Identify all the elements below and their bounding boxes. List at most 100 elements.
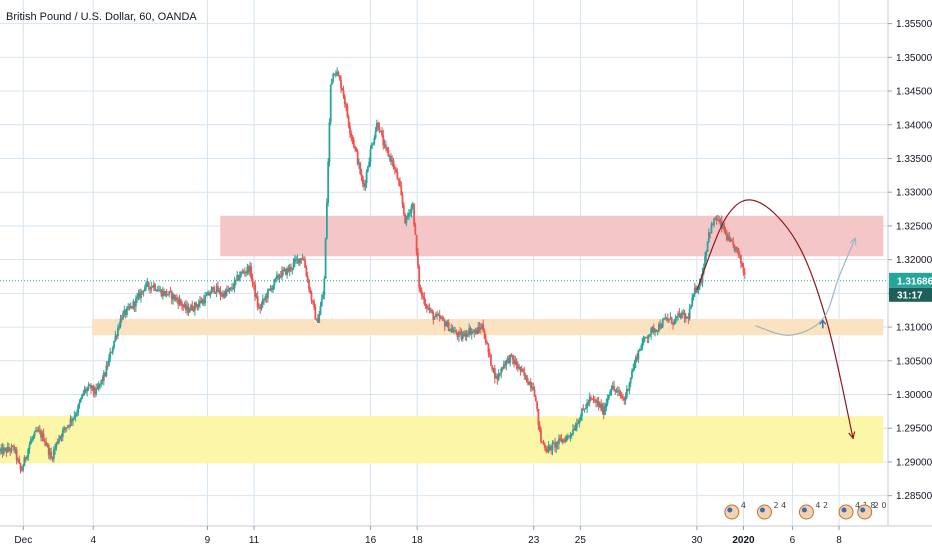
candle-body [651, 327, 654, 329]
candle-body [555, 442, 558, 448]
candle-body [186, 306, 189, 311]
candle-body [590, 397, 592, 399]
candle-body [91, 385, 94, 389]
candle-body [615, 390, 618, 392]
candle-body [155, 289, 158, 292]
event-badge[interactable]: 4 [724, 501, 746, 520]
candle-body [550, 445, 553, 451]
candle-body [616, 390, 619, 392]
candle-body [578, 420, 581, 424]
candle-body [600, 404, 603, 411]
candle-body [497, 373, 500, 380]
candle-body [473, 331, 476, 333]
candle-body [591, 398, 594, 400]
event-badge[interactable]: 4 2 [798, 501, 828, 520]
candle-body [327, 161, 330, 203]
candle-body [560, 439, 563, 443]
candle-body [409, 212, 412, 214]
candle-body [724, 231, 727, 234]
countdown-label: 31:17 [897, 290, 923, 301]
candle-body [201, 299, 204, 304]
y-tick-label: 1.30500 [896, 356, 932, 367]
candle-body [184, 304, 187, 311]
candle-body [546, 450, 549, 453]
candle-body [204, 296, 207, 304]
candle-body [331, 78, 333, 85]
candle-body [419, 287, 422, 291]
candle-body [318, 314, 321, 323]
candle-body [510, 354, 513, 356]
candle-body [69, 418, 72, 426]
candle-body [406, 216, 409, 218]
flag-icon [857, 504, 873, 520]
candle-body [604, 407, 606, 415]
candle-body [13, 446, 16, 451]
candle-body [36, 430, 39, 432]
candle-body [92, 385, 95, 392]
candle-body [256, 296, 259, 308]
candle-body [602, 405, 605, 415]
candle-body [261, 299, 264, 304]
candle-body [222, 292, 224, 297]
candle-body [375, 122, 378, 131]
y-tick-label: 1.28500 [896, 491, 932, 502]
candle-body [146, 282, 149, 284]
candle-body [156, 290, 159, 292]
candle-body [428, 307, 431, 311]
candle-body [295, 259, 298, 261]
candle-body [470, 331, 473, 335]
candle-body [533, 389, 536, 397]
candle-body [677, 313, 680, 317]
candle-body [404, 213, 406, 223]
candle-body [290, 266, 292, 270]
candle-body [173, 294, 176, 300]
candle-body [629, 377, 632, 384]
candle-body [433, 317, 436, 320]
candle-body [243, 272, 246, 274]
candle-body [456, 333, 459, 337]
candle-body [332, 73, 335, 79]
candle-body [706, 241, 709, 252]
candle-body [436, 314, 439, 316]
candle-body [522, 369, 524, 372]
candle-body [356, 151, 359, 164]
candle-body [195, 302, 198, 307]
candle-body [251, 278, 254, 283]
y-tick-label: 1.29000 [896, 457, 932, 468]
candle-body [558, 438, 560, 445]
candle-body [486, 342, 489, 345]
candle-body [309, 289, 312, 293]
candle-body [414, 224, 417, 235]
candle-body [147, 282, 150, 287]
candle-body [614, 389, 617, 392]
candle-body [519, 366, 522, 371]
candle-body [10, 446, 13, 452]
candle-body [272, 285, 274, 291]
candle-body [274, 277, 277, 280]
event-badge[interactable]: 2 0 [857, 501, 887, 520]
flag-icon-detail [860, 507, 866, 513]
candle-body [664, 318, 667, 320]
candle-body [0, 450, 1, 452]
candle-body [234, 279, 237, 281]
y-tick-label: 1.34500 [896, 87, 932, 98]
event-badge[interactable]: 2 4 [756, 501, 786, 520]
candle-body [218, 290, 221, 292]
candle-body [574, 427, 577, 431]
flag-icon [756, 504, 772, 520]
candle-body [5, 448, 8, 453]
candle-body [300, 258, 303, 260]
candle-body [220, 295, 223, 297]
candle-body [236, 275, 239, 280]
candle-body [72, 418, 74, 422]
y-tick-label: 1.32000 [896, 255, 932, 266]
candle-body [336, 71, 339, 74]
candle-body [714, 218, 717, 220]
candle-body [415, 234, 418, 253]
candle-body [709, 232, 712, 234]
candle-body [325, 202, 328, 239]
candle-body [705, 251, 708, 257]
candle-body [137, 293, 140, 297]
candle-body [445, 325, 447, 327]
